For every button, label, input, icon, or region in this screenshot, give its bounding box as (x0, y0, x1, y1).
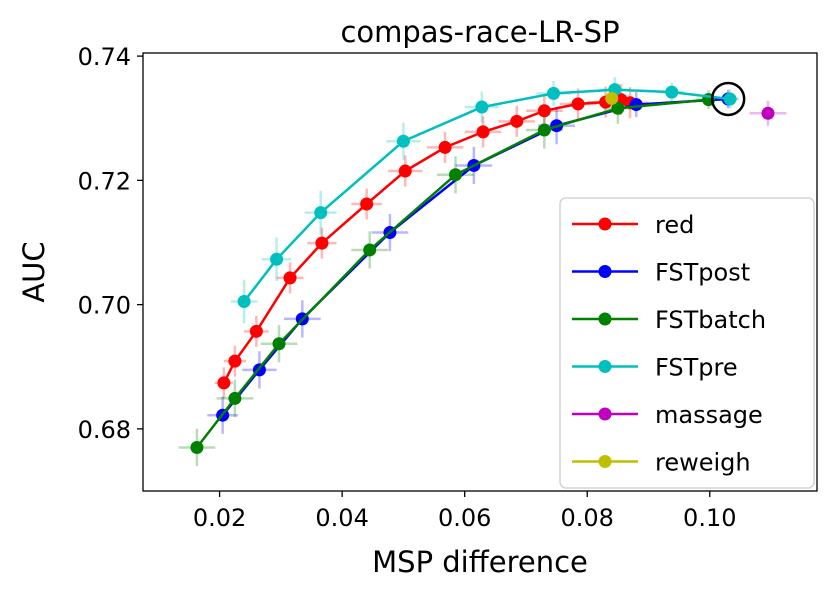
data-point-FSTpre (723, 92, 737, 106)
legend-marker-massage (598, 407, 612, 421)
data-point-red (228, 354, 242, 368)
data-point-FSTbatch (190, 441, 204, 455)
x-axis: 0.02 0.04 0.06 0.08 0.10 (193, 491, 736, 532)
data-point-red (360, 197, 374, 211)
data-point-FSTpre (475, 100, 489, 114)
highlight-circle (710, 81, 746, 117)
data-point-reweigh (605, 91, 619, 105)
legend: red FSTpost FSTbatch FSTpre massage reweigh (559, 197, 815, 489)
data-point-FSTpre (237, 295, 251, 309)
y-tick-label: 0.74 (78, 43, 131, 71)
x-axis-label: MSP difference (372, 545, 588, 579)
legend-label-reweigh: reweigh (655, 449, 751, 477)
data-point-FSTbatch (611, 101, 625, 115)
data-point-FSTpre (547, 86, 561, 100)
legend-label-FSTbatch: FSTbatch (655, 306, 766, 334)
legend-label-red: red (655, 211, 694, 239)
legend-marker-reweigh (598, 455, 612, 468)
legend-box (559, 197, 815, 489)
data-point-red (510, 114, 524, 128)
data-point-FSTbatch (363, 243, 377, 257)
data-point-red (438, 140, 452, 154)
data-point-FSTbatch (537, 123, 551, 137)
data-point-FSTbatch (448, 168, 462, 182)
y-tick-label: 0.70 (78, 292, 131, 320)
data-point-FSTpre (665, 85, 679, 99)
legend-marker-FSTbatch (598, 312, 612, 326)
data-point-FSTbatch (272, 337, 286, 351)
data-point-massage (761, 106, 775, 120)
x-tick-label: 0.04 (315, 504, 368, 532)
data-point-FSTbatch (228, 391, 242, 405)
x-tick-label: 0.10 (683, 504, 736, 532)
y-axis-label: AUC (17, 241, 51, 302)
plot-area (142, 52, 818, 492)
data-point-red (217, 376, 231, 390)
data-point-FSTpre (270, 252, 284, 266)
data-point-FSTpre (314, 206, 328, 220)
data-point-red (398, 164, 412, 178)
y-tick-label: 0.72 (78, 167, 131, 195)
data-point-red (571, 97, 585, 111)
y-axis: 0.68 0.70 0.72 0.74 (78, 43, 143, 444)
data-point-red (283, 271, 297, 285)
legend-label-FSTpre: FSTpre (655, 354, 738, 382)
x-tick-label: 0.08 (561, 504, 614, 532)
data-point-FSTpre (396, 134, 410, 148)
data-point-FSTpost (629, 98, 643, 112)
series-line-FSTbatch (195, 98, 709, 449)
data-point-red (249, 324, 263, 338)
legend-marker-FSTpre (598, 360, 612, 373)
legend-marker-red (598, 217, 612, 231)
x-tick-label: 0.02 (193, 504, 246, 532)
legend-marker-FSTpost (598, 265, 612, 278)
chart-title: compas-race-LR-SP (340, 15, 619, 49)
plot-frame (142, 52, 818, 492)
data-point-red (476, 125, 490, 139)
data-point-red (537, 104, 551, 118)
data-point-red (315, 236, 329, 250)
x-tick-label: 0.06 (438, 504, 491, 532)
legend-label-FSTpost: FSTpost (655, 259, 750, 287)
y-tick-label: 0.68 (78, 416, 131, 444)
legend-label-massage: massage (655, 401, 763, 429)
